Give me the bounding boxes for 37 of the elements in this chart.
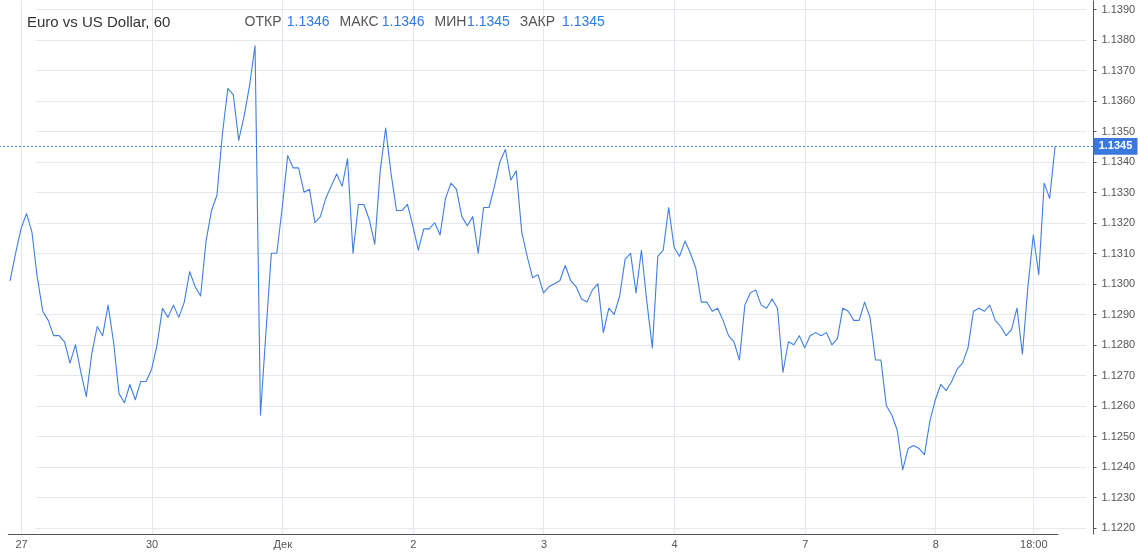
- y-tick-label: 1.1390: [1101, 2, 1136, 15]
- x-tick-label: 3: [540, 537, 548, 550]
- y-tick-label: 1.1330: [1101, 185, 1136, 198]
- x-tick-label: 27: [15, 537, 28, 550]
- x-tick-label: 2: [410, 537, 417, 550]
- y-tick-label: 1.1320: [1101, 216, 1136, 229]
- y-tick-label: 1.1260: [1101, 399, 1136, 412]
- y-tick-label: 1.1380: [1101, 33, 1136, 46]
- y-tick-label: 1.1300: [1101, 277, 1136, 290]
- x-tick-label: 7: [802, 537, 809, 550]
- y-tick-label: 1.1370: [1101, 63, 1136, 76]
- y-tick-label: 1.1250: [1101, 429, 1136, 442]
- y-tick-label: 1.1230: [1101, 490, 1136, 503]
- y-tick-label: 1.1240: [1101, 460, 1136, 473]
- annotation: ОТКР: [244, 13, 282, 29]
- text: Euro vs US Dollar, 60: [27, 13, 171, 30]
- y-tick-label: 1.1290: [1101, 307, 1136, 320]
- annotation: МАКС: [339, 13, 379, 29]
- annotation: 1.1346: [286, 13, 330, 29]
- x-tick-label: 30: [146, 537, 159, 550]
- y-tick-label: 1.1220: [1101, 521, 1136, 534]
- annotation: ЗАКР: [519, 13, 556, 29]
- annotation: 1.1345: [466, 13, 510, 29]
- y-tick-label: 1.1270: [1101, 368, 1136, 381]
- y-tick-label: 1.1360: [1101, 94, 1136, 107]
- y-tick-label: 1.1280: [1101, 338, 1136, 351]
- y-tick-label: 1.1310: [1101, 246, 1136, 259]
- x-tick-label: 4: [671, 537, 678, 550]
- ref-line-label: 1.1345: [1098, 139, 1133, 152]
- x-tick-label: 8: [932, 537, 939, 550]
- x-tick-label: Дек: [273, 537, 293, 550]
- annotation: 1.1346: [381, 13, 425, 29]
- annotation: МИН: [434, 13, 467, 29]
- y-tick-label: 1.1350: [1101, 124, 1136, 137]
- x-tick-label: 18:00: [1020, 537, 1048, 550]
- annotation: 1.1345: [561, 13, 605, 29]
- y-tick-label: 1.1340: [1101, 155, 1136, 168]
